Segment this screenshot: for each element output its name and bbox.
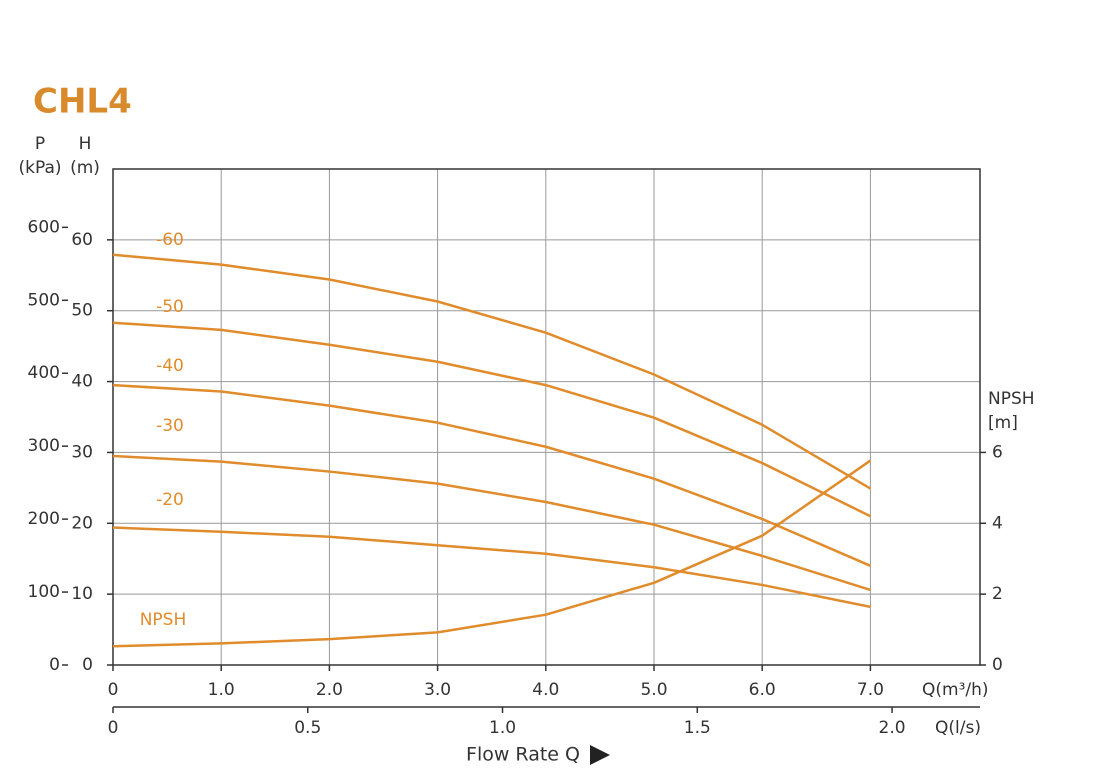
p-axis-unit: (kPa): [18, 158, 61, 178]
x2-tick-label: 0.5: [294, 718, 321, 738]
x2-tick-label: 2.0: [879, 718, 906, 738]
p-tick-label: 300: [28, 436, 60, 456]
series-label: -50: [156, 297, 184, 317]
x-tick-label: 7.0: [857, 680, 884, 700]
x-tick-label: 4.0: [532, 680, 559, 700]
y-tick-label: 60: [71, 230, 93, 250]
npsh-tick-label: 6: [992, 442, 1003, 462]
series-label: NPSH: [140, 610, 187, 630]
x-tick-label: 3.0: [424, 680, 451, 700]
p-tick-label: 600: [28, 217, 60, 237]
p-tick-label: 200: [28, 509, 60, 529]
p-tick-label: 500: [28, 290, 60, 310]
p-tick-label: 0: [49, 655, 60, 675]
y-tick-label: 10: [71, 584, 93, 604]
plot-frame: [112, 168, 981, 666]
x2-axis-label: Q(l/s): [935, 718, 981, 738]
x2-tick-label: 1.5: [684, 718, 711, 738]
x-tick-label: 5.0: [640, 680, 667, 700]
series-label: -20: [156, 490, 184, 510]
x-tick-label: 6.0: [749, 680, 776, 700]
curve: [112, 459, 872, 648]
p-axis-label: P: [35, 134, 45, 154]
curve: [112, 383, 871, 567]
curve: [112, 526, 871, 609]
y-tick-label: 50: [71, 301, 93, 321]
chart-title: CHL4: [33, 82, 132, 122]
h-axis-label: H: [79, 134, 92, 154]
y-tick-label: 40: [71, 372, 93, 392]
npsh-tick-label: 4: [992, 513, 1003, 533]
x-axis-title: Flow Rate Q: [466, 744, 580, 766]
y-tick-label: 0: [82, 655, 93, 675]
x-axis-label: Q(m³/h): [922, 680, 989, 700]
series-label: -60: [156, 230, 184, 250]
npsh-axis-unit: [m]: [988, 413, 1018, 433]
series-label: -30: [156, 416, 184, 436]
y-tick-label: 20: [71, 513, 93, 533]
x-tick-label: 2.0: [316, 680, 343, 700]
y-tick-label: 30: [71, 442, 93, 462]
curve: [112, 253, 872, 490]
p-tick-label: 100: [28, 582, 60, 602]
p-tick-label: 400: [28, 363, 60, 383]
series-label: -40: [156, 356, 184, 376]
curve: [112, 454, 871, 592]
x-tick-label: 1.0: [208, 680, 235, 700]
x-tick-label: 0: [108, 680, 119, 700]
curve: [112, 321, 871, 518]
x2-tick-label: 0: [108, 718, 119, 738]
npsh-axis-label: NPSH: [988, 389, 1035, 409]
npsh-tick-label: 0: [992, 655, 1003, 675]
npsh-tick-label: 2: [992, 584, 1003, 604]
x2-tick-label: 1.0: [489, 718, 516, 738]
h-axis-unit: (m): [70, 158, 100, 178]
arrow-icon: [590, 745, 610, 765]
